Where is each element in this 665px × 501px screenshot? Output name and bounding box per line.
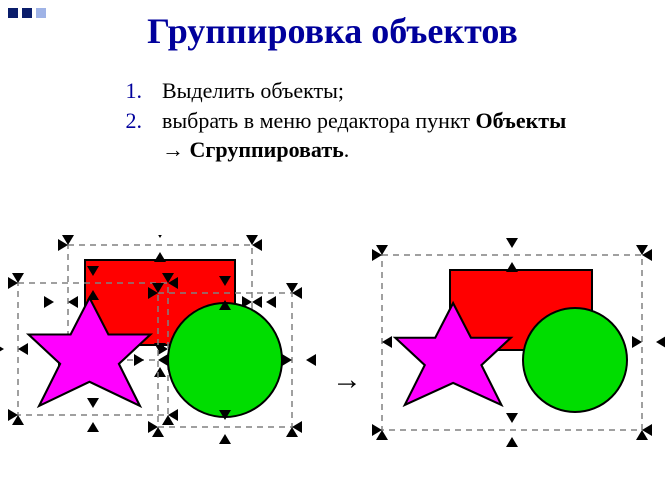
list-number: 2.: [120, 106, 142, 165]
list-item: 2. выбрать в меню редактора пункт Объект…: [120, 106, 580, 165]
page-title: Группировка объектов: [0, 0, 665, 52]
list-text: Выделить объекты;: [162, 76, 344, 106]
menu-a: Объекты: [475, 108, 566, 133]
list-text: выбрать в меню редактора пункт Объекты →…: [162, 106, 580, 165]
diagram-right: [370, 235, 665, 485]
arrow-icon: →: [332, 363, 362, 397]
list-tail: .: [344, 137, 350, 162]
arrow-icon: →: [162, 137, 190, 162]
steps-list: 1. Выделить объекты; 2. выбрать в меню р…: [120, 76, 665, 165]
green-circle: [168, 303, 282, 417]
bullet-icon: [36, 8, 46, 18]
menu-b: Сгруппировать: [190, 137, 344, 162]
list-item: 1. Выделить объекты;: [120, 76, 580, 106]
list-text-plain: выбрать в меню редактора пункт: [162, 108, 475, 133]
bullet-icon: [8, 8, 18, 18]
green-circle: [523, 308, 627, 412]
diagram-left: [0, 235, 330, 485]
corner-bullets: [8, 8, 46, 18]
bullet-icon: [22, 8, 32, 18]
list-number: 1.: [120, 76, 142, 106]
diagram-area: →: [0, 235, 665, 495]
